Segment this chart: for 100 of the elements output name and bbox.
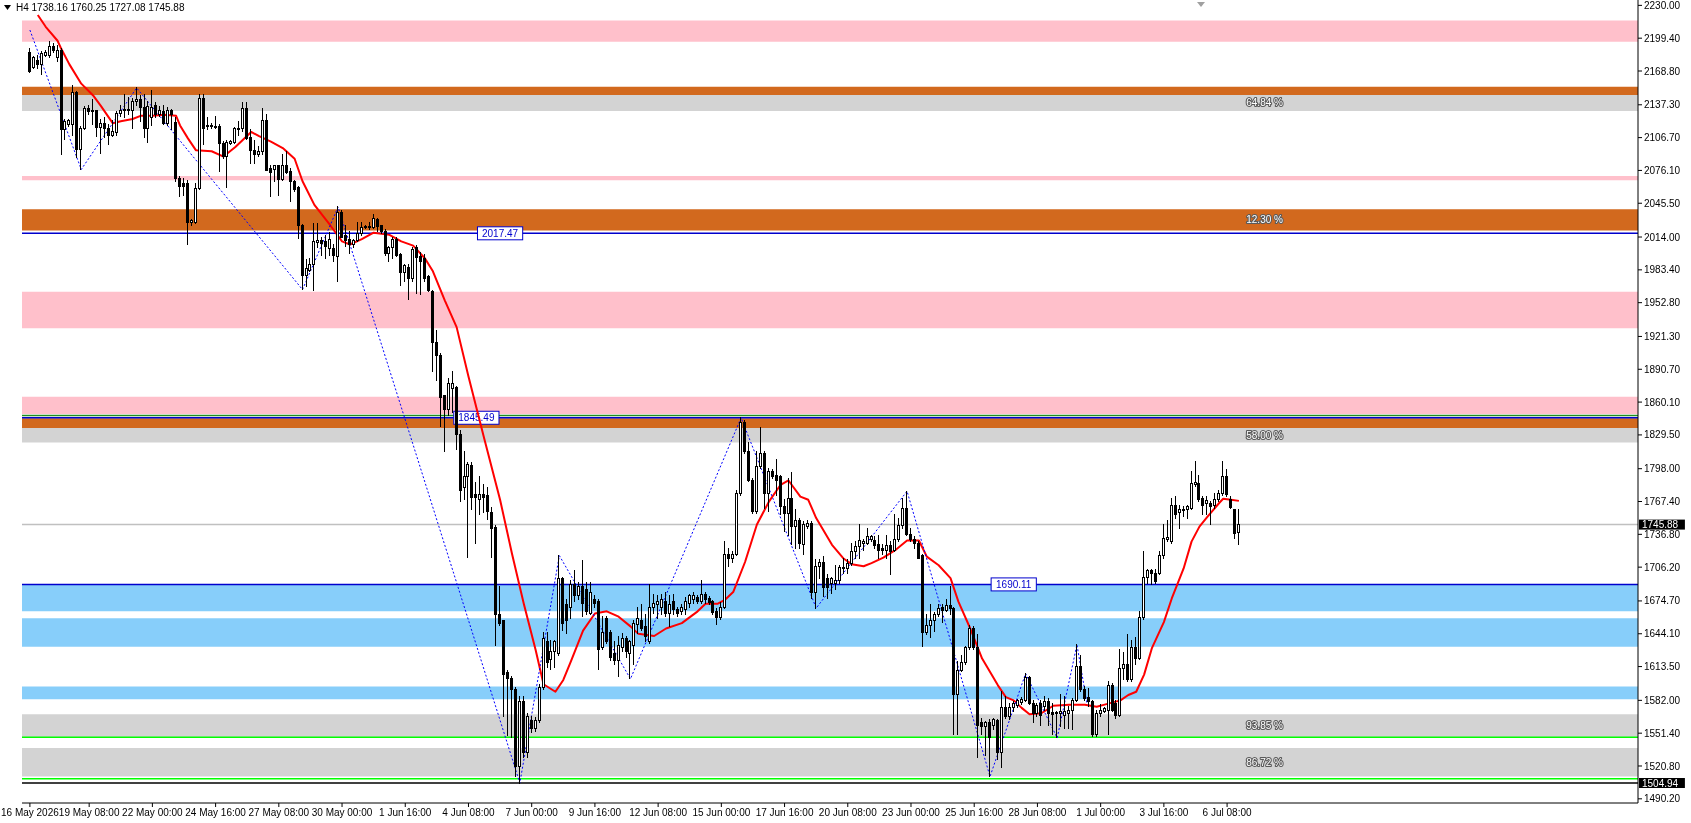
candlestick (893, 514, 896, 552)
candlestick (589, 581, 592, 616)
x-tick-label: 1 Jul 00:00 (1076, 807, 1126, 819)
ref-line-label: 1745.88 (1642, 519, 1679, 531)
candlestick (103, 117, 106, 138)
candlestick (672, 593, 675, 616)
candlestick (277, 164, 280, 196)
candlestick (1126, 634, 1129, 682)
candlestick (617, 635, 620, 678)
y-tick-label: 1706.20 (1644, 561, 1681, 573)
y-tick-label: 2199.40 (1644, 32, 1681, 44)
candlestick (143, 93, 146, 138)
x-tick-label: 3 Jul 16:00 (1139, 807, 1189, 819)
candlestick (933, 611, 936, 633)
y-tick-label: 2014.00 (1644, 231, 1681, 243)
x-tick-label: 20 Jun 08:00 (818, 807, 878, 819)
candlestick (328, 232, 331, 256)
x-tick-label: 19 May 08:00 (58, 807, 120, 819)
y-tick-label: 1490.20 (1644, 793, 1681, 805)
candlestick (115, 111, 118, 136)
x-tick-label: 30 May 00:00 (311, 807, 373, 819)
candlestick (162, 104, 165, 125)
candlestick (478, 475, 481, 516)
x-tick-label: 17 Jun 16:00 (755, 807, 814, 819)
y-tick-label: 1890.70 (1644, 363, 1681, 375)
x-tick-label: 1 Jun 16:00 (379, 807, 432, 819)
band-label: 12.30 % (1246, 214, 1284, 226)
candlestick (929, 604, 932, 638)
annotation: 1690.11 (996, 578, 1032, 590)
candlestick (802, 520, 805, 555)
x-tick-label: 22 May 00:00 (122, 807, 184, 819)
candlestick (1221, 460, 1224, 497)
candlestick (127, 97, 130, 116)
band-label: 86.72 % (1246, 756, 1284, 768)
y-tick-label: 1582.00 (1644, 694, 1681, 706)
annotation: 2017.47 (482, 227, 519, 239)
y-tick-label: 1983.40 (1644, 264, 1681, 276)
candlestick (1063, 695, 1066, 729)
y-tick-label: 1613.50 (1644, 661, 1681, 673)
y-tick-label: 1767.40 (1644, 496, 1681, 508)
y-tick-label: 1644.10 (1644, 628, 1681, 640)
candlestick (549, 639, 552, 670)
candlestick (1178, 504, 1181, 530)
candlestick (166, 106, 169, 126)
candlestick (320, 236, 323, 256)
ref-line-label: 1504.94 (1642, 777, 1679, 789)
candlestick (123, 93, 126, 119)
line-series (36, 14, 1240, 716)
y-tick-label: 1798.00 (1644, 463, 1681, 475)
line-series (29, 29, 1088, 784)
x-tick-label: 9 Jun 16:00 (568, 807, 622, 819)
candlestick (1047, 697, 1050, 726)
y-tick-label: 1736.80 (1644, 528, 1681, 540)
candlestick (1055, 710, 1058, 739)
band-label: 93.85 % (1246, 720, 1284, 732)
candlestick (834, 564, 837, 591)
candlestick (1024, 673, 1027, 702)
x-tick-label: 15 Jun 00:00 (692, 807, 751, 819)
candlestick (40, 50, 43, 75)
x-tick-label: 7 Jun 00:00 (505, 807, 559, 819)
candlestick (889, 541, 892, 576)
y-tick-label: 1921.30 (1644, 331, 1681, 342)
candlestick (885, 534, 888, 560)
candlestick (1051, 703, 1054, 736)
candlestick (253, 140, 256, 164)
candlestick (486, 487, 489, 520)
candlestick (482, 484, 485, 514)
candlestick (668, 594, 671, 627)
candlestick (984, 721, 987, 756)
candlestick (858, 523, 861, 560)
y-tick-label: 2137.30 (1644, 99, 1681, 111)
candlestick (281, 153, 284, 181)
y-tick-label: 2045.50 (1644, 197, 1681, 209)
candlestick (660, 593, 663, 616)
y-tick-label: 1674.70 (1644, 595, 1681, 607)
candlestick (28, 47, 31, 74)
candlestick (218, 123, 221, 173)
x-tick-label: 28 Jun 08:00 (1008, 807, 1067, 819)
y-tick-label: 2168.80 (1644, 65, 1681, 77)
y-tick-label: 2230.00 (1644, 0, 1681, 11)
candlestick (656, 594, 659, 620)
x-tick-label: 24 May 16:00 (185, 807, 247, 819)
candlestick (419, 251, 422, 296)
candlestick (988, 719, 991, 778)
candlestick (356, 221, 359, 242)
candlestick (289, 167, 292, 203)
candlestick (632, 620, 635, 666)
candlestick (787, 477, 790, 536)
candlestick (877, 534, 880, 560)
y-tick-label: 2106.70 (1644, 132, 1681, 144)
candlestick (1237, 508, 1240, 546)
candlestick (838, 564, 841, 584)
candlestick (798, 517, 801, 549)
candlestick (1225, 469, 1228, 498)
y-tick-label: 1860.10 (1644, 396, 1681, 408)
candlestick (131, 98, 134, 130)
y-tick-label: 1520.80 (1644, 760, 1681, 772)
x-tick-label: 27 May 08:00 (248, 807, 310, 819)
x-tick-label: 12 Jun 08:00 (629, 807, 688, 819)
x-tick-label: 25 Jun 16:00 (945, 807, 1004, 819)
